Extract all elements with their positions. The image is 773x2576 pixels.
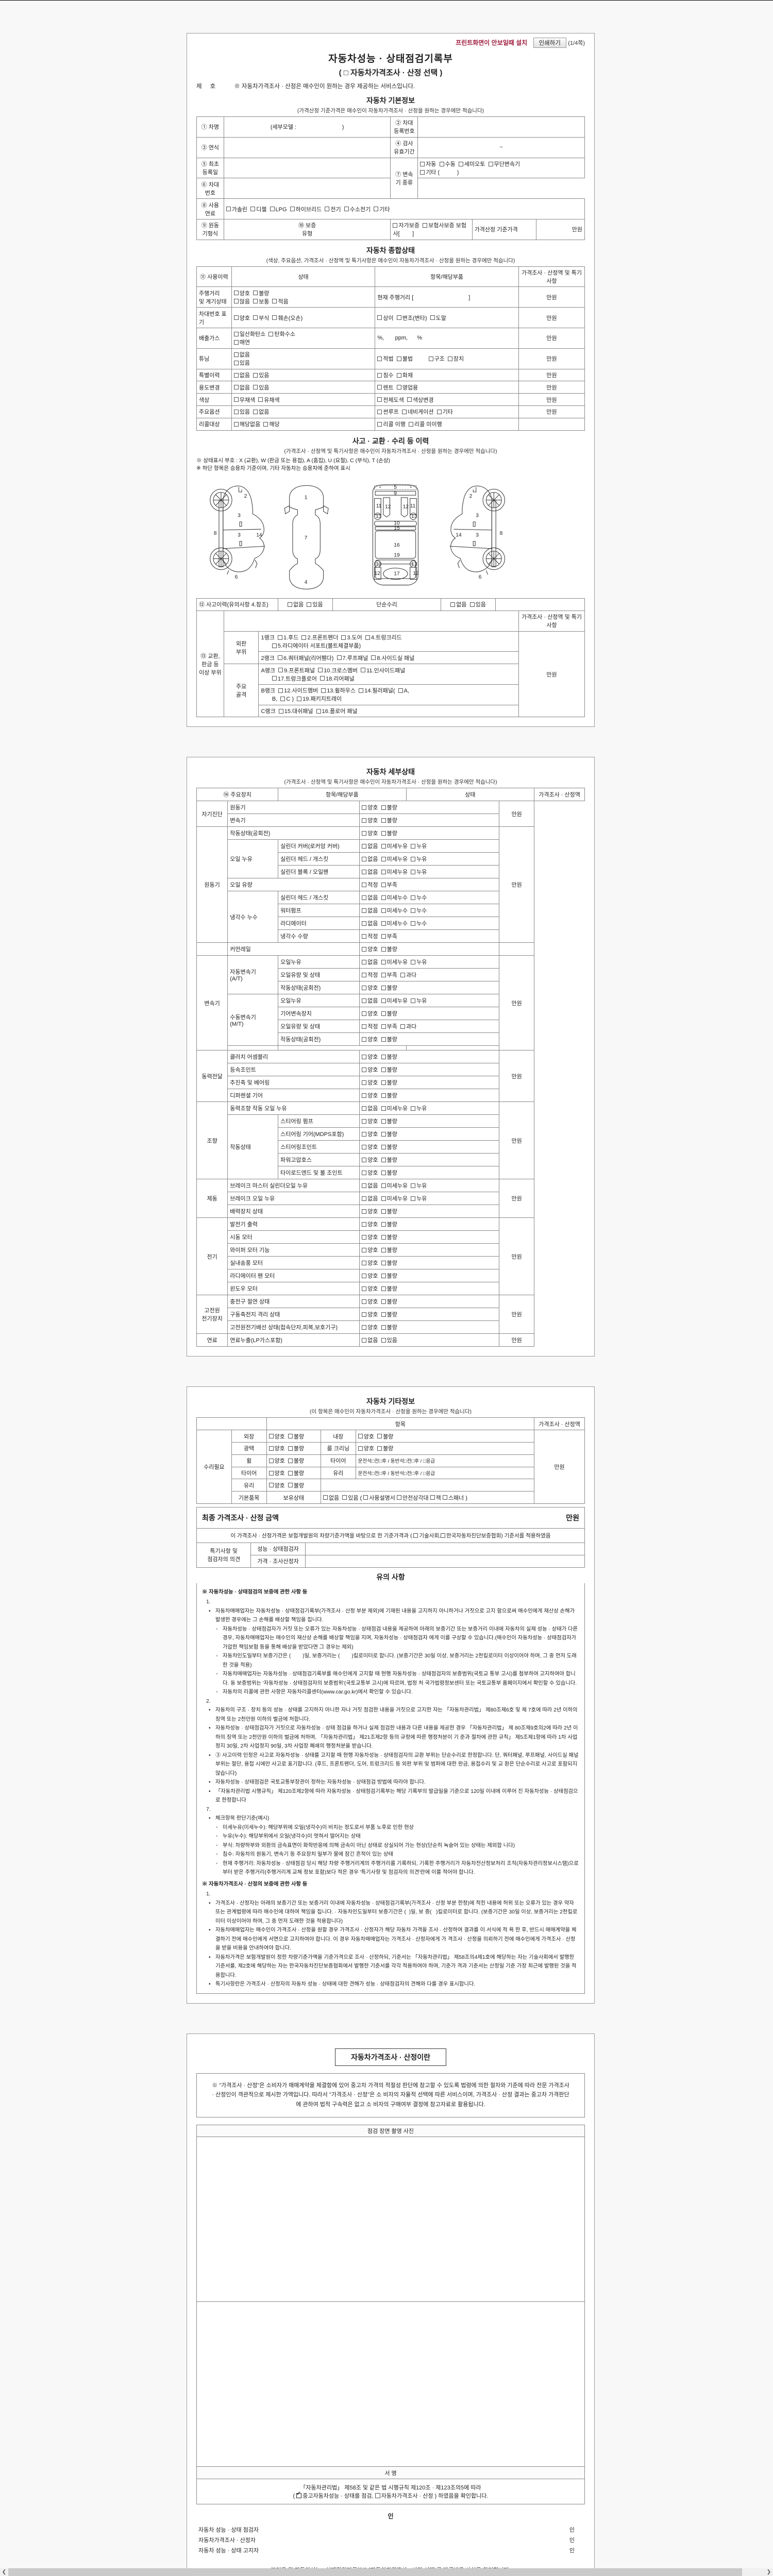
svg-text:12: 12 xyxy=(375,571,381,577)
svg-text:2: 2 xyxy=(244,494,247,499)
svg-text:16: 16 xyxy=(394,543,400,548)
svg-text:13: 13 xyxy=(376,562,382,567)
svg-text:9: 9 xyxy=(394,490,397,496)
svg-text:19: 19 xyxy=(394,553,400,558)
svg-text:3: 3 xyxy=(238,513,241,519)
svg-text:11: 11 xyxy=(410,503,416,509)
svg-text:17: 17 xyxy=(394,571,400,577)
svg-text:4: 4 xyxy=(305,580,308,585)
svg-text:6: 6 xyxy=(479,574,482,580)
svg-text:13: 13 xyxy=(376,514,382,519)
svg-text:12: 12 xyxy=(413,571,419,577)
svg-text:14: 14 xyxy=(256,532,262,538)
svg-text:3: 3 xyxy=(476,513,479,519)
svg-text:8: 8 xyxy=(500,531,503,536)
svg-text:13: 13 xyxy=(411,514,417,519)
svg-text:5: 5 xyxy=(394,485,397,490)
svg-text:15: 15 xyxy=(394,526,400,531)
svg-text:8: 8 xyxy=(214,531,217,536)
svg-text:1: 1 xyxy=(305,495,308,500)
svg-text:6: 6 xyxy=(235,574,238,580)
svg-text:7: 7 xyxy=(305,535,308,541)
svg-text:11: 11 xyxy=(376,503,382,509)
svg-text:12: 12 xyxy=(385,504,391,510)
svg-text:3: 3 xyxy=(238,532,241,538)
svg-text:12: 12 xyxy=(403,504,409,510)
svg-text:13: 13 xyxy=(411,562,417,567)
svg-text:3: 3 xyxy=(476,532,479,538)
svg-text:14: 14 xyxy=(456,532,462,538)
svg-text:2: 2 xyxy=(469,494,473,499)
